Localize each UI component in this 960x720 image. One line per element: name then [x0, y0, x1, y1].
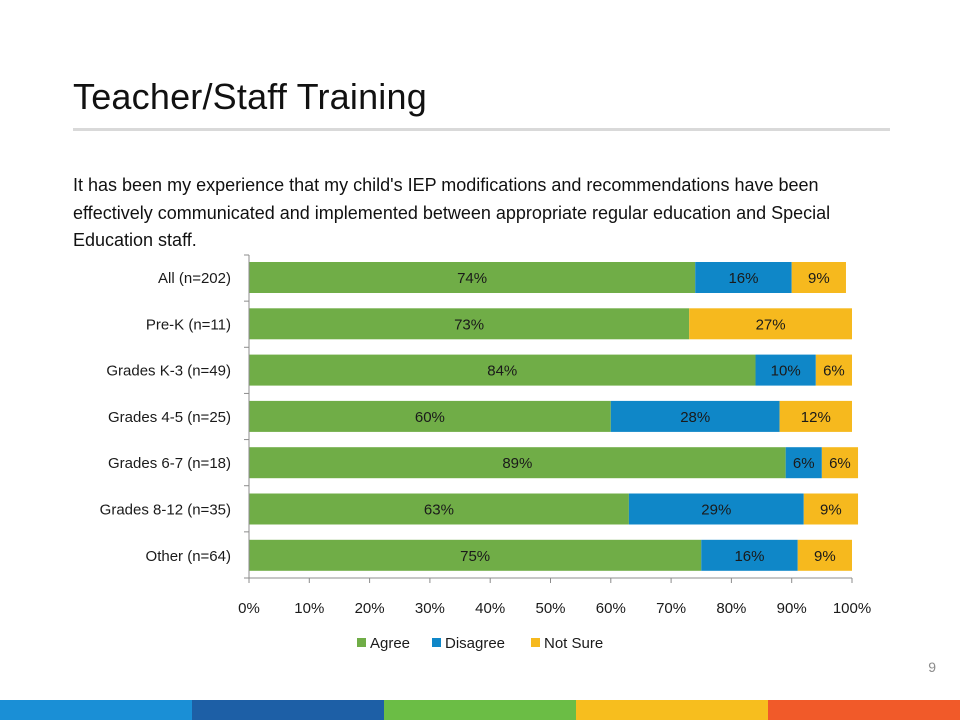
legend-label: Not Sure — [544, 635, 603, 652]
bar-segment-disagree — [628, 493, 804, 525]
bar-segment-not-sure — [779, 400, 852, 432]
bar-segment-agree — [249, 447, 786, 479]
data-label: 12% — [801, 409, 831, 426]
bar-segment-agree — [249, 354, 756, 386]
footer-segment — [576, 700, 768, 720]
data-label: 74% — [457, 270, 487, 287]
bar-segment-agree — [249, 493, 629, 525]
bar-segment-disagree — [701, 539, 798, 571]
x-tick-label: 100% — [833, 600, 871, 617]
stacked-bar-chart: 74% 16% 9% All (n=202) 73% 27% Pre-K (n=11) 84%… — [100, 254, 871, 652]
data-label: 84% — [487, 363, 517, 380]
data-label: 73% — [454, 316, 484, 333]
legend-swatch-disagree — [432, 638, 441, 647]
bar-segment-not-sure — [821, 447, 859, 479]
category-label: Grades 8-12 (n=35) — [100, 502, 231, 519]
data-label: 60% — [415, 409, 445, 426]
x-tick-label: 80% — [716, 600, 746, 617]
data-label: 9% — [808, 270, 830, 287]
bar-segment-not-sure — [689, 308, 852, 340]
bar-segment-disagree — [755, 354, 816, 386]
category-label: All (n=202) — [158, 270, 231, 287]
title-divider — [73, 128, 890, 131]
bar-segment-agree — [249, 308, 690, 340]
x-tick-label: 10% — [294, 600, 324, 617]
footer-segment — [192, 700, 384, 720]
legend-swatch-agree — [357, 638, 366, 647]
data-label: 75% — [460, 548, 490, 565]
bar-segment-agree — [249, 400, 611, 432]
bar-segment-agree — [249, 262, 696, 293]
data-label: 89% — [502, 455, 532, 472]
data-label: 10% — [771, 363, 801, 380]
category-label: Pre-K (n=11) — [146, 316, 231, 333]
x-tick-label: 30% — [415, 600, 445, 617]
data-label: 29% — [701, 502, 731, 519]
category-label: Other (n=64) — [146, 548, 231, 565]
data-label: 6% — [793, 455, 815, 472]
bar-segment-disagree — [695, 262, 792, 293]
legend-swatch-not-sure — [531, 638, 540, 647]
category-label: Grades K-3 (n=49) — [106, 363, 231, 380]
bar-segment-not-sure — [797, 539, 852, 571]
bar-segment-agree — [249, 539, 702, 571]
x-tick-label: 0% — [238, 600, 260, 617]
data-label: 28% — [680, 409, 710, 426]
data-label: 63% — [424, 502, 454, 519]
x-tick-label: 40% — [475, 600, 505, 617]
data-label: 16% — [734, 548, 764, 565]
category-label: Grades 4-5 (n=25) — [108, 409, 231, 426]
bar-segment-disagree — [785, 447, 822, 479]
x-tick-label: 20% — [355, 600, 385, 617]
data-label: 27% — [756, 316, 786, 333]
footer-segment — [384, 700, 576, 720]
data-label: 9% — [820, 502, 842, 519]
slide-title: Teacher/Staff Training — [73, 76, 427, 117]
data-label: 6% — [823, 363, 845, 380]
survey-question: It has been my experience that my child'… — [73, 175, 831, 250]
data-label: 6% — [829, 455, 851, 472]
x-tick-label: 90% — [777, 600, 807, 617]
bar-segment-not-sure — [791, 262, 846, 293]
x-tick-label: 50% — [535, 600, 565, 617]
footer-segment — [0, 700, 192, 720]
data-label: 16% — [728, 270, 758, 287]
category-label: Grades 6-7 (n=18) — [108, 455, 231, 472]
bar-segment-not-sure — [815, 354, 852, 386]
x-tick-label: 70% — [656, 600, 686, 617]
legend-label: Agree — [370, 635, 410, 652]
footer-segment — [768, 700, 960, 720]
page-number: 9 — [928, 659, 936, 675]
data-label: 9% — [814, 548, 836, 565]
bar-segment-disagree — [610, 400, 780, 432]
x-tick-label: 60% — [596, 600, 626, 617]
footer-color-bar — [0, 700, 960, 720]
legend-label: Disagree — [445, 635, 505, 652]
bar-segment-not-sure — [803, 493, 859, 525]
